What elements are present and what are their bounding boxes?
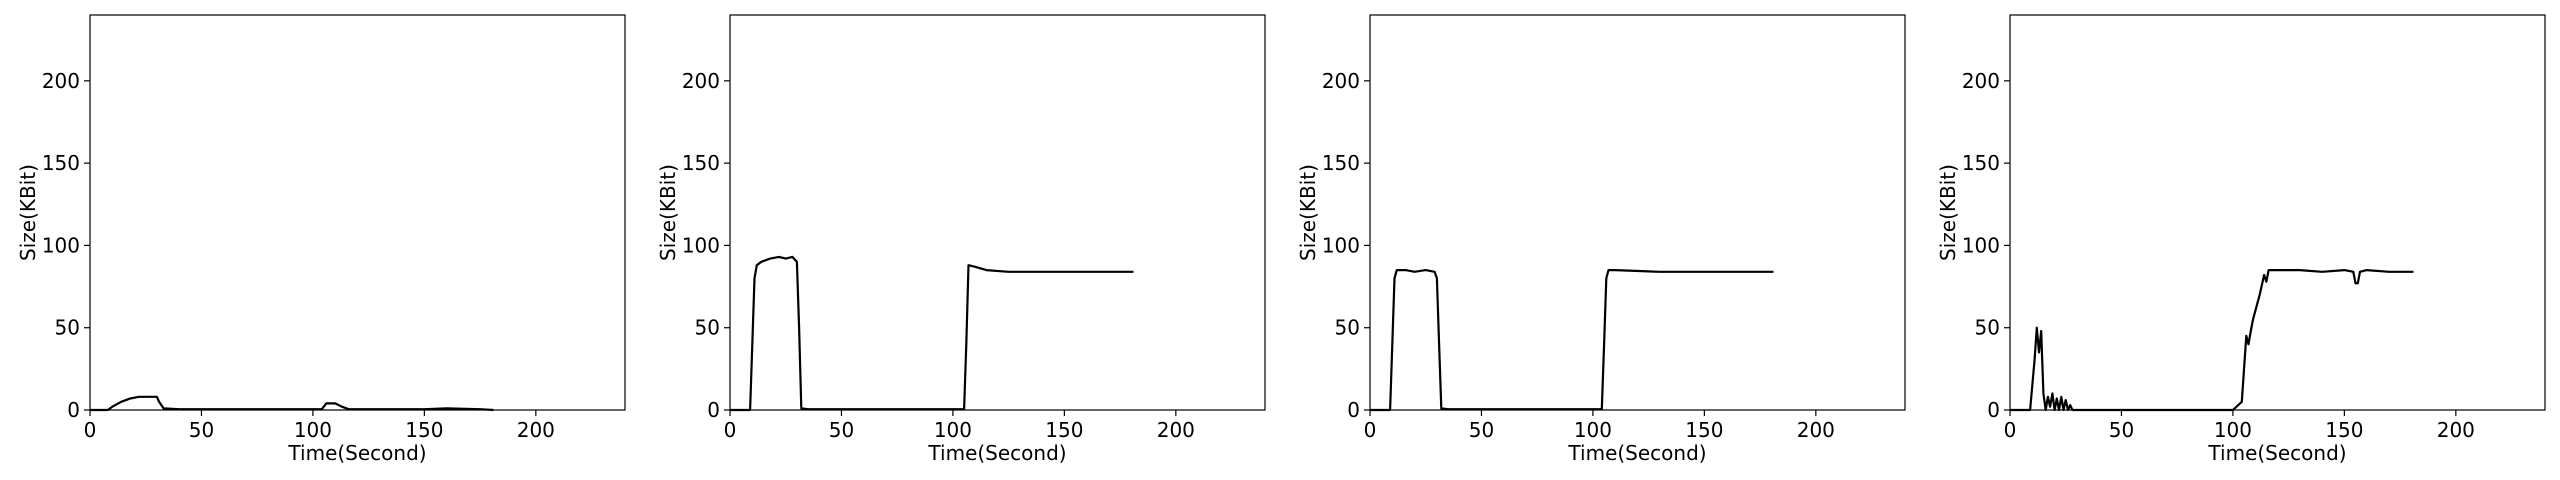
y-axis-label: Size(KBit) [1936,164,1960,261]
y-axis-label: Size(KBit) [656,164,680,261]
y-axis-label: Size(KBit) [16,164,40,261]
chart-panel-3: 0 50 100 150 200 0 50 100 150 200 Time(Second) Size… [1296,14,1906,465]
x-axis-label: Time(Second) [927,441,1066,465]
x-tick-label: 50 [829,418,854,442]
chart-panel-2: 0 50 100 150 200 0 50 100 150 200 Time(Second) Size… [656,14,1266,465]
y-tick-label: 50 [695,316,720,340]
x-tick-label: 100 [294,418,332,442]
x-tick-label: 150 [1685,418,1723,442]
x-tick-label: 50 [1469,418,1494,442]
y-tick-label: 50 [55,316,80,340]
y-tick-label: 100 [1322,233,1360,257]
y-tick-label: 100 [682,233,720,257]
x-tick-label: 100 [2214,418,2252,442]
x-tick-label: 0 [84,418,97,442]
y-tick-label: 200 [42,69,80,93]
y-tick-label: 100 [1962,233,2000,257]
y-tick-label: 200 [1962,69,2000,93]
y-tick-label: 100 [42,233,80,257]
x-tick-label: 100 [934,418,972,442]
y-tick-label: 0 [1347,398,1360,422]
y-tick-label: 0 [1987,398,2000,422]
plot-frame [89,14,626,411]
y-tick-label: 0 [707,398,720,422]
x-tick-label: 150 [1045,418,1083,442]
y-tick-label: 200 [1322,69,1360,93]
x-tick-label: 200 [2437,418,2475,442]
plot-frame [1369,14,1906,411]
x-tick-label: 100 [1574,418,1612,442]
series-line-1 [1370,269,1774,412]
y-tick-label: 0 [67,398,80,422]
plot-frame [729,14,1266,411]
x-tick-label: 200 [517,418,555,442]
x-tick-label: 0 [1364,418,1377,442]
y-axis-label: Size(KBit) [1296,164,1320,261]
y-tick-label: 150 [1322,151,1360,175]
x-tick-label: 0 [724,418,737,442]
y-tick-label: 150 [682,151,720,175]
y-tick-label: 200 [682,69,720,93]
series-line-1 [2010,269,2414,412]
y-tick-label: 50 [1975,316,2000,340]
x-tick-label: 150 [2325,418,2363,442]
x-tick-label: 200 [1157,418,1195,442]
y-tick-label: 150 [1962,151,2000,175]
y-tick-label: 50 [1335,316,1360,340]
x-tick-label: 50 [2109,418,2134,442]
x-axis-label: Time(Second) [287,441,426,465]
x-tick-label: 50 [189,418,214,442]
x-axis-label: Time(Second) [2207,441,2346,465]
chart-panel-1: 0 50 100 150 200 0 50 100 150 200 Time(Second) Size… [16,14,626,465]
series-line-1 [730,255,1134,412]
series-line-1 [90,395,494,412]
x-axis-label: Time(Second) [1567,441,1706,465]
x-tick-label: 150 [405,418,443,442]
x-tick-label: 0 [2004,418,2017,442]
chart-panel-4: 0 50 100 150 200 0 50 100 150 200 Time(Second) Size… [1936,14,2546,465]
plot-frame [2009,14,2546,411]
x-tick-label: 200 [1797,418,1835,442]
y-tick-label: 150 [42,151,80,175]
